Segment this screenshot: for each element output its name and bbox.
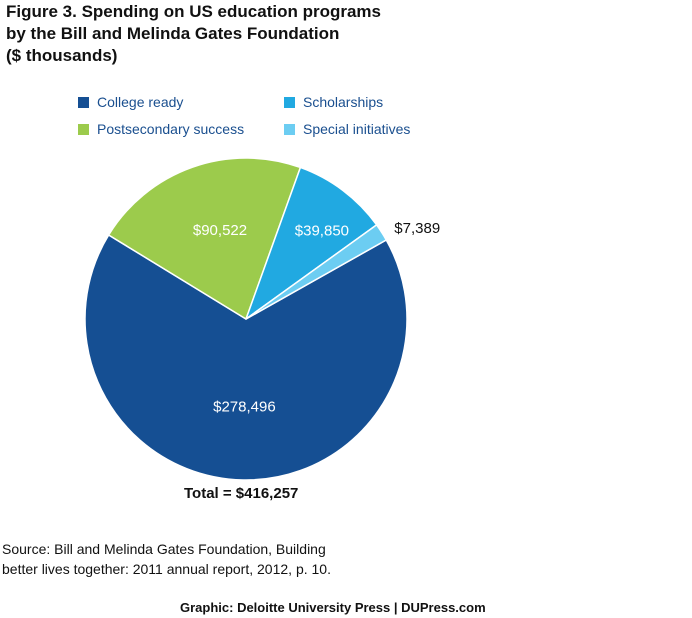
chart-legend: College ready Scholarships Postsecondary… <box>78 92 478 148</box>
chart-title-line-3: ($ thousands) <box>6 46 118 65</box>
legend-swatch-college-ready <box>78 96 89 108</box>
pie-slices <box>84 157 408 481</box>
legend-label-college-ready: College ready <box>97 94 184 110</box>
legend-label-special-initiatives: Special initiatives <box>303 121 411 137</box>
legend-item-special-initiatives: Special initiatives <box>284 119 410 139</box>
legend-item-scholarships: Scholarships <box>284 92 383 112</box>
pie-slice-special-initiatives <box>245 224 388 320</box>
legend-swatch-scholarships <box>284 96 295 108</box>
legend-label-scholarships: Scholarships <box>303 94 384 110</box>
source-line-2: better lives together: 2011 annual repor… <box>2 561 331 577</box>
chart-title-line-1: Figure 3. Spending on US education progr… <box>6 2 381 21</box>
pie-slice-college-ready <box>84 234 408 481</box>
source-note: Source: Bill and Melinda Gates Foundatio… <box>2 539 502 579</box>
legend-label-postsecondary-success: Postsecondary success <box>97 121 245 137</box>
slice-label-special-initiatives: $7,389 <box>394 220 440 237</box>
source-line-1: Source: Bill and Melinda Gates Foundatio… <box>2 541 326 557</box>
legend-item-postsecondary-success: Postsecondary success <box>78 119 244 139</box>
chart-title: Figure 3. Spending on US education progr… <box>6 1 486 67</box>
slice-label-postsecondary-success: $90,522 <box>193 222 247 239</box>
graphic-credit: Graphic: Deloitte University Press | DUP… <box>180 600 486 615</box>
pie-slice-scholarships <box>245 166 378 320</box>
chart-title-line-2: by the Bill and Melinda Gates Foundation <box>6 24 340 43</box>
legend-item-college-ready: College ready <box>78 92 183 112</box>
legend-swatch-special-initiatives <box>284 123 295 135</box>
slice-label-college-ready: $278,496 <box>213 398 276 415</box>
total-label: Total = $416,257 <box>184 485 299 502</box>
pie-slice-postsecondary-success <box>107 157 302 320</box>
legend-swatch-postsecondary-success <box>78 123 89 135</box>
slice-label-scholarships: $39,850 <box>295 222 349 239</box>
